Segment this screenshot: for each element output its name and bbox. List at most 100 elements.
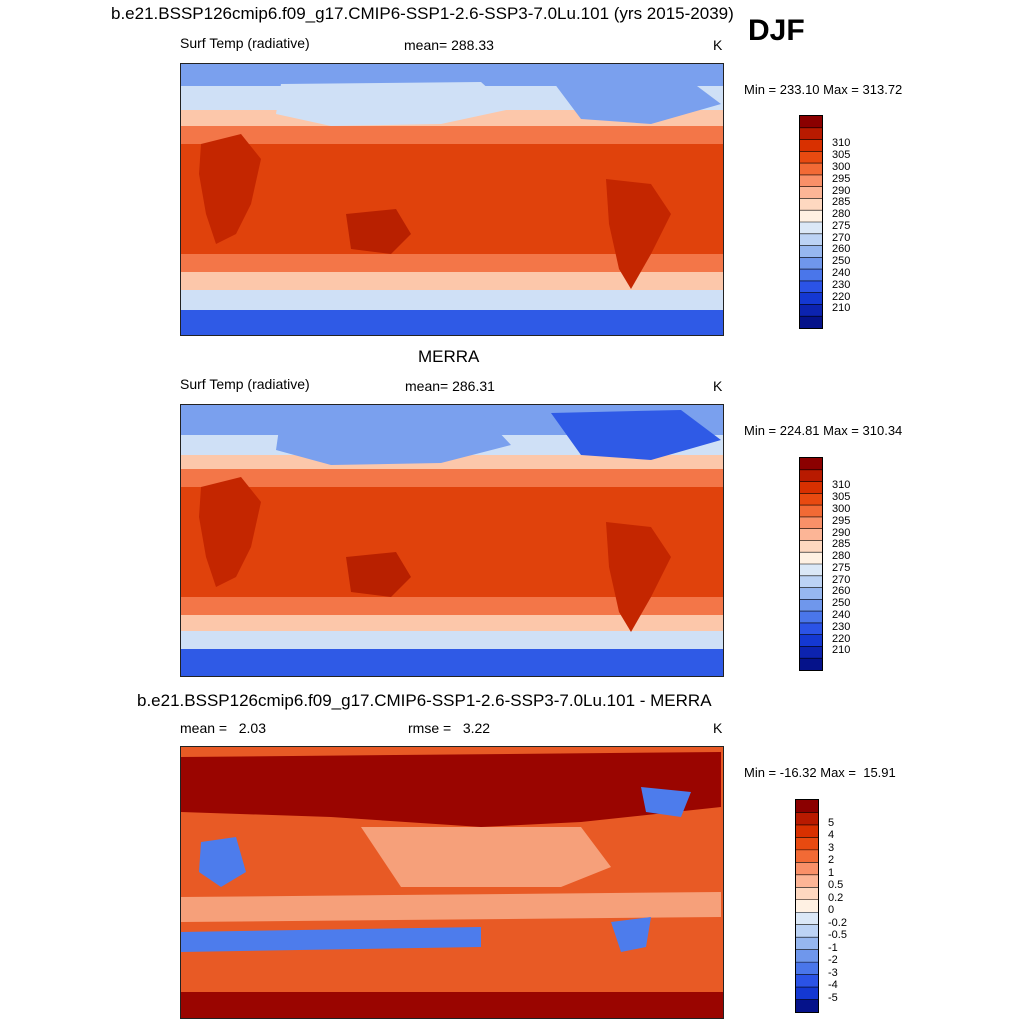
colorbar-tick-label: 240 xyxy=(832,267,851,279)
colorbar-swatch xyxy=(796,962,818,976)
panel3-map xyxy=(180,746,724,1019)
band-subantarctic xyxy=(181,631,723,649)
colorbar-swatch xyxy=(800,163,822,176)
colorbar-swatch xyxy=(800,245,822,258)
colorbar-tick-label: 260 xyxy=(832,585,851,598)
colorbar-swatch xyxy=(796,837,818,851)
colorbar-tick-label: 310 xyxy=(832,137,851,150)
land-asia xyxy=(276,82,511,126)
colorbar-tick-label: 280 xyxy=(832,550,851,563)
colorbar-tick-label: 275 xyxy=(832,561,851,574)
panel2-map-field xyxy=(181,405,723,676)
colorbar-swatch xyxy=(796,999,818,1013)
colorbar-swatch xyxy=(796,874,818,888)
colorbar-tick-label: 295 xyxy=(832,172,851,185)
colorbar-swatch xyxy=(800,186,822,199)
colorbar-tick-label: 230 xyxy=(832,278,851,291)
region-southern-light xyxy=(181,892,721,922)
panel3-colorbar: 5 4 3 2 1 0.5 0.2 0 -0.2 -0.5 -1 -2 -3 -4 -5 xyxy=(795,799,855,1013)
colorbar-swatch xyxy=(800,222,822,235)
colorbar-tick-label: 250 xyxy=(832,255,851,268)
colorbar-swatch xyxy=(796,824,818,838)
panel2-title: MERRA xyxy=(418,347,480,366)
band-midlat-s xyxy=(181,272,723,290)
panel1-units: K xyxy=(713,37,723,53)
colorbar-tick-label: 3 xyxy=(828,841,835,854)
panel1-colorbar-swatches xyxy=(800,116,822,329)
colorbar-tick-label: 280 xyxy=(832,208,851,221)
panel3-mean: mean = 2.03 xyxy=(180,720,267,736)
colorbar-swatch xyxy=(800,292,822,305)
band-antarctic xyxy=(181,310,723,335)
panel1-variable: Surf Temp (radiative) xyxy=(180,35,310,51)
panel3-map-field xyxy=(181,747,723,1018)
colorbar-swatch xyxy=(800,151,822,164)
colorbar-tick-label: 0.5 xyxy=(828,879,844,892)
colorbar-tick-label: 260 xyxy=(832,243,851,256)
panel1-title: b.e21.BSSP126cmip6.f09_g17.CMIP6-SSP1-2.… xyxy=(111,4,734,23)
colorbar-tick-label: -2 xyxy=(828,954,838,967)
colorbar-swatch xyxy=(800,139,822,152)
panel1-map xyxy=(180,63,724,336)
colorbar-swatch xyxy=(796,937,818,951)
panel1-colorbar-box xyxy=(799,115,823,329)
panel1-map-field xyxy=(181,64,723,335)
colorbar-swatch xyxy=(796,862,818,876)
panel3-units: K xyxy=(713,720,723,736)
colorbar-swatch xyxy=(796,924,818,938)
colorbar-swatch xyxy=(800,280,822,294)
colorbar-swatch xyxy=(800,516,822,530)
colorbar-tick-label: 305 xyxy=(832,149,851,162)
colorbar-swatch xyxy=(800,540,822,553)
panel2-variable: Surf Temp (radiative) xyxy=(180,376,310,392)
colorbar-tick-label: 210 xyxy=(832,302,851,315)
colorbar-swatch xyxy=(796,800,818,813)
region-antarctic-warm xyxy=(181,992,723,1018)
colorbar-swatch xyxy=(796,849,818,863)
land-north-america xyxy=(551,74,721,124)
panel3-colorbar-swatches xyxy=(796,800,818,1013)
region-pacific-light xyxy=(361,827,611,887)
panel1-minmax: Min = 233.10 Max = 313.72 xyxy=(744,82,903,97)
band-subtrop-n xyxy=(181,126,723,144)
colorbar-swatch xyxy=(800,611,822,624)
colorbar-tick-label: 250 xyxy=(832,597,851,610)
colorbar-tick-label: -5 xyxy=(828,991,838,1004)
colorbar-swatch xyxy=(800,458,822,471)
colorbar-tick-label: 220 xyxy=(832,632,851,645)
land-africa xyxy=(199,134,261,244)
colorbar-swatch xyxy=(796,812,818,826)
colorbar-tick-label: 285 xyxy=(832,538,851,551)
colorbar-swatch xyxy=(796,974,818,988)
panel3-colorbar-box xyxy=(795,799,819,1013)
colorbar-tick-label: -3 xyxy=(828,966,838,979)
colorbar-swatch xyxy=(800,634,822,647)
panel2-minmax: Min = 224.81 Max = 310.34 xyxy=(744,423,903,438)
land-north-america xyxy=(551,410,721,460)
panel3-minmax: Min = -16.32 Max = 15.91 xyxy=(744,765,896,780)
land-south-america xyxy=(606,179,671,289)
colorbar-tick-label: -0.5 xyxy=(828,929,847,942)
region-labrador-cold xyxy=(641,787,691,817)
region-southern-cold xyxy=(181,927,481,952)
colorbar-tick-label: 1 xyxy=(828,866,835,879)
colorbar-tick-label: 0.2 xyxy=(828,891,844,904)
colorbar-swatch xyxy=(800,210,822,223)
colorbar-swatch xyxy=(800,575,822,589)
colorbar-swatch xyxy=(796,987,818,1001)
colorbar-swatch xyxy=(800,564,822,577)
colorbar-swatch xyxy=(800,257,822,270)
colorbar-swatch xyxy=(800,481,822,494)
colorbar-swatch xyxy=(796,912,818,926)
panel1-colorbar: 310 305 300 295 290 285 280 275 270 260 250 240 230 2… xyxy=(799,115,859,329)
colorbar-swatch xyxy=(800,233,822,247)
region-patagonia-cold xyxy=(611,917,651,952)
colorbar-swatch xyxy=(800,552,822,565)
colorbar-swatch xyxy=(800,304,822,317)
colorbar-tick-label: 310 xyxy=(832,479,851,492)
colorbar-tick-label: 5 xyxy=(828,816,835,829)
band-antarctic xyxy=(181,649,723,676)
colorbar-swatch xyxy=(800,646,822,659)
colorbar-tick-label: 2 xyxy=(828,854,835,867)
colorbar-tick-label: -0.2 xyxy=(828,916,847,929)
